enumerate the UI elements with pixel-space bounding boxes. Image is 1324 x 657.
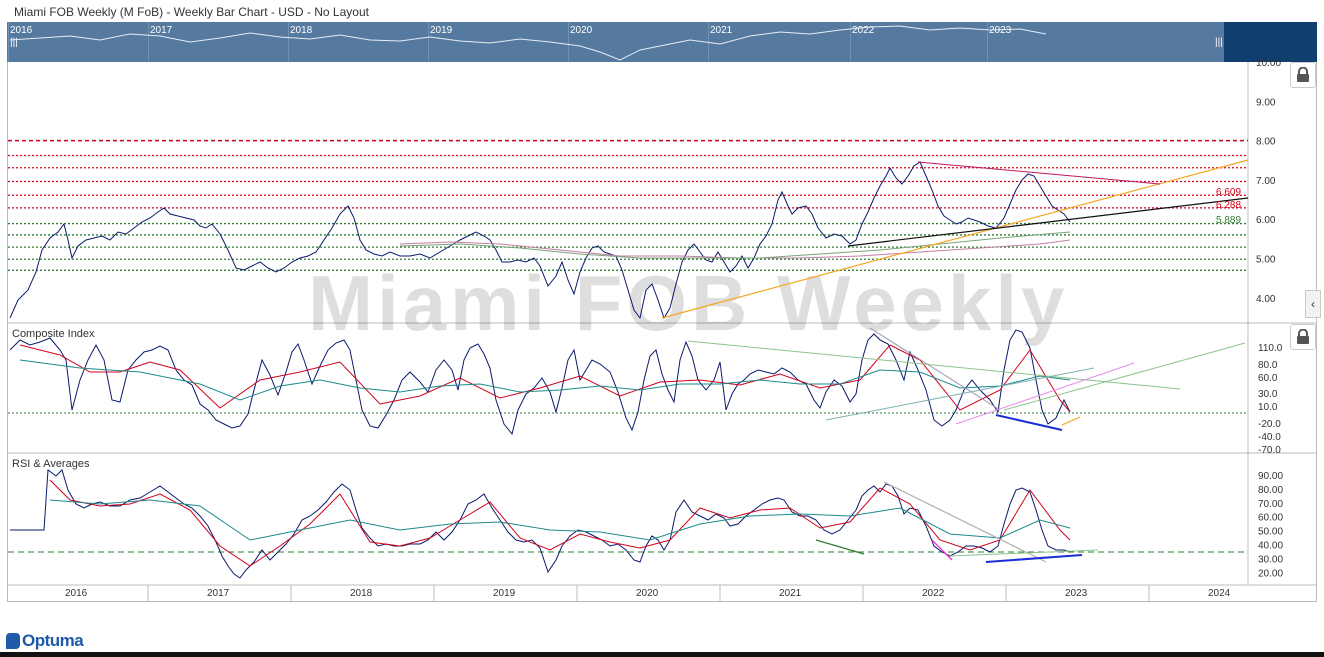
navigator-year-tick <box>568 22 569 62</box>
level-label-6288: 6.288 <box>1216 200 1241 211</box>
composite-divergence-blue <box>995 414 1063 431</box>
navigator-year-label: 2022 <box>852 25 875 36</box>
composite-trend-grey <box>869 327 1001 411</box>
price-tick-label: 5.00 <box>1256 255 1276 266</box>
price-ma-green <box>399 231 1071 259</box>
composite-tick-label: 30.0 <box>1258 389 1278 400</box>
x-axis-year-label: 2016 <box>65 588 88 599</box>
brand-name: Optuma <box>22 631 84 650</box>
rsi-trend-green <box>815 539 865 555</box>
composite-trend-pink <box>955 362 1135 425</box>
rsi-tick-label: 40.00 <box>1258 541 1283 552</box>
rsi-tick-label: 20.00 <box>1258 568 1283 579</box>
navigator-handle-marker[interactable]: ||| <box>10 37 18 48</box>
composite-fast-ma <box>19 344 1071 413</box>
chart-title: Miami FOB Weekly (M FoB) - Weekly Bar Ch… <box>14 5 369 19</box>
rsi-slow-ma <box>49 499 1071 541</box>
rsi-tick-label: 50.00 <box>1258 527 1283 538</box>
composite-slow-ma <box>19 359 1071 401</box>
navigator-year-label: 2020 <box>570 25 593 36</box>
level-label-6609: 6.609 <box>1216 187 1241 198</box>
price-y-axis: 10.00 9.00 8.00 7.00 6.00 5.00 4.00 <box>1256 58 1281 305</box>
optuma-logo-icon <box>6 633 20 649</box>
rsi-support-blue <box>985 554 1083 563</box>
x-axis-year-label: 2017 <box>207 588 230 599</box>
composite-trend-teal <box>825 367 1095 421</box>
trendline-orange <box>661 159 1249 319</box>
trendline-red <box>917 161 1161 185</box>
price-tick-label: 10.00 <box>1256 58 1281 69</box>
rsi-tick-label: 90.00 <box>1258 471 1283 482</box>
navigator-year-label: 2023 <box>989 25 1012 36</box>
rsi-support-green <box>949 549 1099 557</box>
composite-trend-green-up <box>1003 342 1246 411</box>
rsi-trend-grey <box>883 481 1047 563</box>
navigator-year-label: 2019 <box>430 25 453 36</box>
rsi-tick-label: 60.00 <box>1258 513 1283 524</box>
navigator-year-tick <box>8 22 9 62</box>
navigator-selection[interactable] <box>1224 22 1317 62</box>
composite-tick-label: -40.0 <box>1258 432 1281 443</box>
composite-tick-label: 80.0 <box>1258 360 1278 371</box>
navigator-year-tick <box>288 22 289 62</box>
x-axis-year-label: 2019 <box>493 588 516 599</box>
x-axis-year-label: 2021 <box>779 588 802 599</box>
price-ma-pink <box>399 239 1071 259</box>
x-axis-year-label: 2024 <box>1208 588 1231 599</box>
x-axis-year-label: 2018 <box>350 588 373 599</box>
price-levels <box>8 139 1248 271</box>
rsi-line <box>10 469 1071 579</box>
navigator-year-label: 2021 <box>710 25 733 36</box>
navigator-year-label: 2016 <box>10 25 33 36</box>
rsi-tick-label: 80.00 <box>1258 485 1283 496</box>
chevron-left-icon[interactable]: ‹ <box>1305 290 1321 318</box>
composite-tick-label: 60.0 <box>1258 373 1278 384</box>
composite-tick-label: 110.0 <box>1258 343 1283 354</box>
rsi-tick-label: 70.00 <box>1258 499 1283 510</box>
watermark-text: Miami FOB Weekly <box>308 259 1068 347</box>
navigator-line <box>9 25 1047 61</box>
price-tick-label: 9.00 <box>1256 97 1276 108</box>
lock-icon <box>1297 67 1309 82</box>
price-tick-label: 7.00 <box>1256 176 1276 187</box>
x-axis-year-label: 2022 <box>922 588 945 599</box>
price-pane-lock-button[interactable] <box>1290 62 1316 88</box>
navigator-year-tick <box>428 22 429 62</box>
navigator-year-tick <box>850 22 851 62</box>
navigator-handle-marker[interactable]: ||| <box>1215 37 1223 48</box>
rsi-y-axis: 90.00 80.00 70.00 60.00 50.00 40.00 30.00 20.00 <box>1258 471 1283 579</box>
composite-divergence-orange <box>1061 416 1081 426</box>
composite-y-axis: 110.0 80.0 60.0 30.0 10.0 -20.0 -40.0 -70.0 <box>1258 343 1283 456</box>
composite-tick-label: 10.0 <box>1258 402 1278 413</box>
navigator-year-tick <box>148 22 149 62</box>
optuma-logo: Optuma <box>6 631 84 651</box>
lock-icon <box>1297 329 1309 344</box>
navigator-year-label: 2018 <box>290 25 313 36</box>
x-axis-separators <box>147 585 1150 601</box>
navigator-year-label: 2017 <box>150 25 173 36</box>
rsi-trend-pink <box>931 539 953 561</box>
x-axis-year-label: 2023 <box>1065 588 1088 599</box>
level-label-5889: 5.889 <box>1216 215 1241 226</box>
composite-tick-label: -70.0 <box>1258 445 1281 456</box>
bottom-rule <box>0 652 1324 657</box>
price-tick-label: 6.00 <box>1256 215 1276 226</box>
navigator-year-tick <box>987 22 988 62</box>
price-tick-label: 4.00 <box>1256 294 1276 305</box>
price-line <box>9 161 1071 320</box>
composite-line <box>9 329 1071 436</box>
time-navigator[interactable] <box>7 22 1224 62</box>
price-tick-label: 8.00 <box>1256 137 1276 148</box>
rsi-averages-title: RSI & Averages <box>12 458 90 470</box>
composite-trend-green <box>687 340 1181 390</box>
composite-pane-lock-button[interactable] <box>1290 324 1316 350</box>
composite-index-title: Composite Index <box>12 328 95 340</box>
rsi-fast-ma <box>49 479 1071 567</box>
x-axis-year-label: 2020 <box>636 588 659 599</box>
rsi-tick-label: 30.00 <box>1258 554 1283 565</box>
trendline-black <box>847 197 1249 247</box>
composite-tick-label: -20.0 <box>1258 419 1281 430</box>
